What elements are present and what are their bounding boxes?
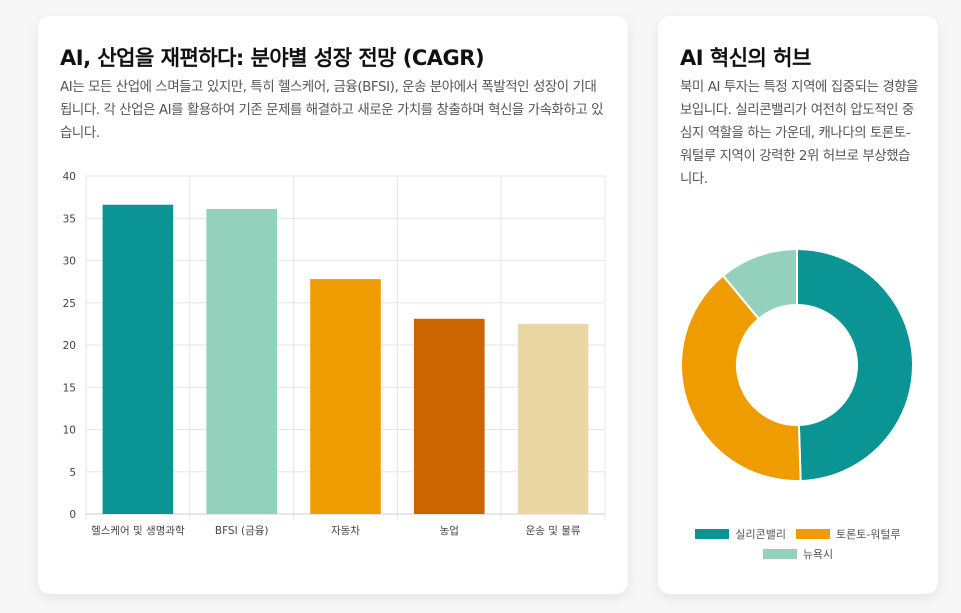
legend-item: 토론토-워털루 (795, 526, 901, 542)
y-tick-label: 30 (63, 256, 76, 268)
y-tick-label: 0 (69, 509, 76, 521)
ai-hub-card: AI 혁신의 허브 북미 AI 투자는 특정 지역에 집중되는 경향을 보입니다… (658, 16, 938, 594)
bar (206, 208, 277, 514)
y-tick-label: 5 (69, 467, 76, 479)
donut-legend: 실리콘밸리 토론토-워털루 뉴욕시 (658, 526, 938, 562)
legend-label: 실리콘밸리 (735, 528, 786, 541)
legend-swatch (762, 549, 797, 559)
cagr-bar-chart: 0 5 10 15 20 25 30 35 40 헬스케어 및 생명과학 BFSI (금융) 자동차 농… (63, 171, 606, 537)
y-tick-label: 15 (63, 382, 76, 394)
legend-swatch (795, 529, 830, 539)
x-tick-label: 헬스케어 및 생명과학 (91, 525, 185, 537)
y-tick-label: 25 (63, 298, 76, 310)
x-tick-label: 농업 (440, 524, 459, 537)
x-tick-label: 운송 및 물류 (526, 525, 581, 537)
y-tick-label: 20 (63, 340, 76, 352)
y-tick-label: 35 (63, 213, 76, 225)
bar (310, 279, 381, 514)
bar (414, 318, 485, 514)
legend-swatch (695, 529, 730, 539)
y-tick-label: 10 (63, 425, 76, 437)
donut-slice (680, 274, 802, 482)
x-tick-label: BFSI (금융) (215, 525, 269, 537)
ai-hub-title: AI 혁신의 허브 (680, 46, 811, 70)
legend-label: 토론토-워털루 (835, 528, 901, 541)
ai-hub-description: 북미 AI 투자는 특정 지역에 집중되는 경향을 보입니다. 실리콘밸리가 여… (680, 80, 919, 187)
bar (102, 204, 174, 515)
industry-growth-card: AI, 산업을 재편하다: 분야별 성장 전망 (CAGR) AI는 모든 산업… (38, 16, 628, 594)
ai-hub-donut-chart (680, 247, 914, 482)
donut-slice (721, 247, 798, 321)
donut-slice (796, 247, 914, 482)
x-tick-label: 자동차 (331, 525, 360, 537)
legend-label: 뉴욕시 (802, 548, 834, 561)
industry-growth-description: AI는 모든 산업에 스며들고 있지만, 특히 헬스케어, 금융(BFSI), … (60, 80, 604, 141)
legend-item: 뉴욕시 (762, 546, 834, 562)
bar (517, 323, 589, 514)
industry-growth-title: AI, 산업을 재편하다: 분야별 성장 전망 (CAGR) (60, 46, 485, 70)
y-tick-label: 40 (63, 171, 76, 183)
legend-item: 실리콘밸리 (695, 526, 786, 542)
